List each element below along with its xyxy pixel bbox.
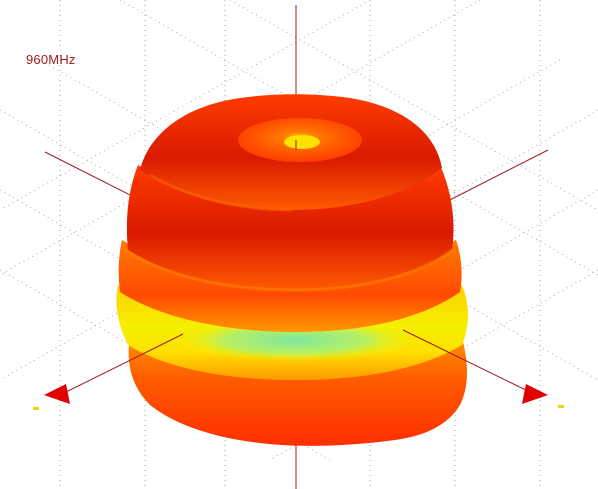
pattern-null-region [175, 318, 415, 362]
axis-lines-front [61, 140, 533, 489]
axis-arrow-left [44, 384, 70, 404]
axis-arrow-right [522, 384, 548, 404]
radiation-pattern-surface [116, 94, 468, 446]
axis-tip-marker-left [33, 407, 39, 410]
axis-arrows [33, 384, 564, 410]
frequency-label: 960MHz [26, 52, 76, 67]
axis-tip-marker-right [558, 405, 564, 408]
